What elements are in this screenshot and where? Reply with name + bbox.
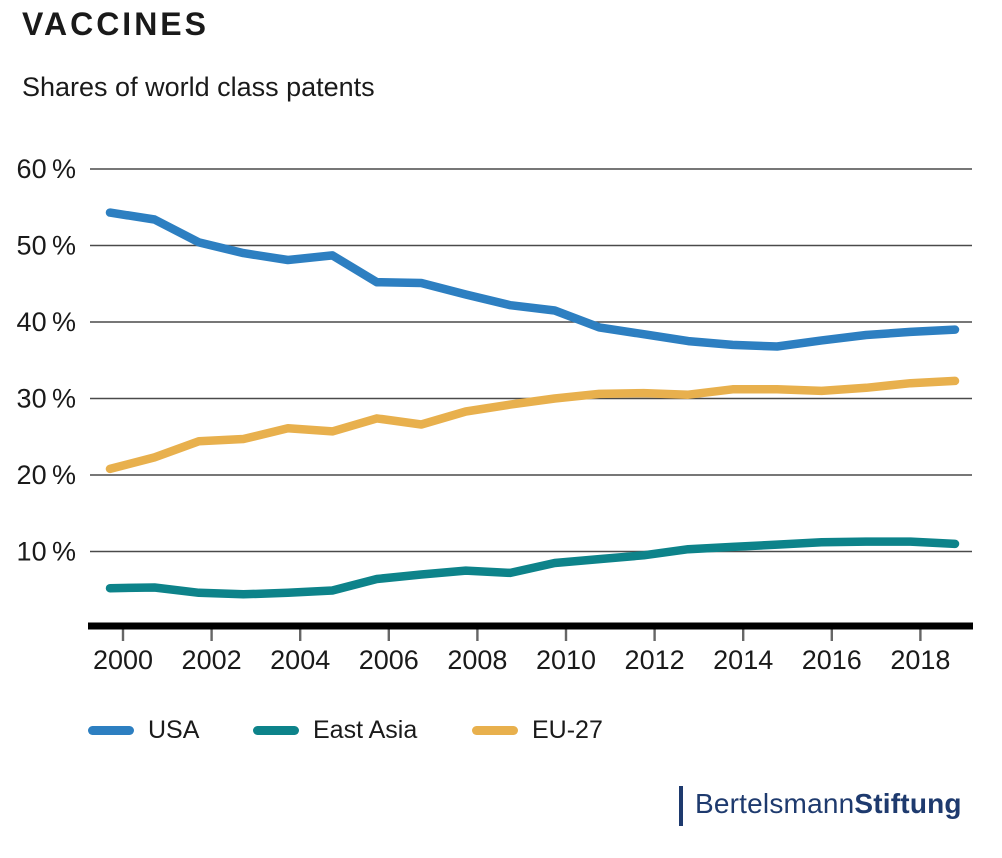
x-axis-label: 2006 xyxy=(359,645,419,675)
y-axis-label: 30 % xyxy=(17,384,76,414)
eu27-line-swatch xyxy=(472,725,518,735)
line-usa xyxy=(105,208,960,351)
x-axis-label: 2016 xyxy=(802,645,862,675)
page-title: VACCINES xyxy=(22,6,209,42)
y-axis-label: 10 % xyxy=(17,537,76,567)
brand-text-regular: Bertelsmann xyxy=(695,788,855,819)
brand-bar xyxy=(679,786,683,826)
x-axis-label: 2012 xyxy=(625,645,685,675)
legend-label-eu27: EU-27 xyxy=(532,715,603,744)
line-eu-27 xyxy=(105,376,960,474)
y-axis-label: 40 % xyxy=(17,307,76,337)
legend-label-usa: USA xyxy=(148,715,200,744)
legend-item-east-asia: East Asia xyxy=(253,712,417,748)
usa-line-swatch xyxy=(88,725,134,735)
line-east-asia xyxy=(105,537,960,599)
page-subtitle: Shares of world class patents xyxy=(22,72,375,102)
x-axis-label: 2018 xyxy=(890,645,950,675)
x-axis-label: 2000 xyxy=(93,645,153,675)
x-axis-label: 2004 xyxy=(270,645,330,675)
east-asia-line-swatch xyxy=(253,725,299,735)
brand-text: BertelsmannStiftung xyxy=(695,786,962,822)
legend-label-east-asia: East Asia xyxy=(313,715,418,744)
x-axis-label: 2014 xyxy=(713,645,773,675)
x-axis-label: 2010 xyxy=(536,645,596,675)
y-axis-label: 20 % xyxy=(17,460,76,490)
legend-item-usa: USA xyxy=(88,712,199,748)
y-axis-label: 60 % xyxy=(17,154,76,184)
brand-logo: BertelsmannStiftung xyxy=(679,786,962,826)
legend-item-eu27: EU-27 xyxy=(472,712,603,748)
y-axis-label: 50 % xyxy=(17,231,76,261)
line-chart: 10 % 20 % 30 % 40 % 50 % 60 % 2000 2002 2004 2006… xyxy=(17,154,973,675)
x-axis-label: 2002 xyxy=(182,645,242,675)
brand-text-bold: Stiftung xyxy=(854,788,962,819)
x-axis-label: 2008 xyxy=(447,645,507,675)
